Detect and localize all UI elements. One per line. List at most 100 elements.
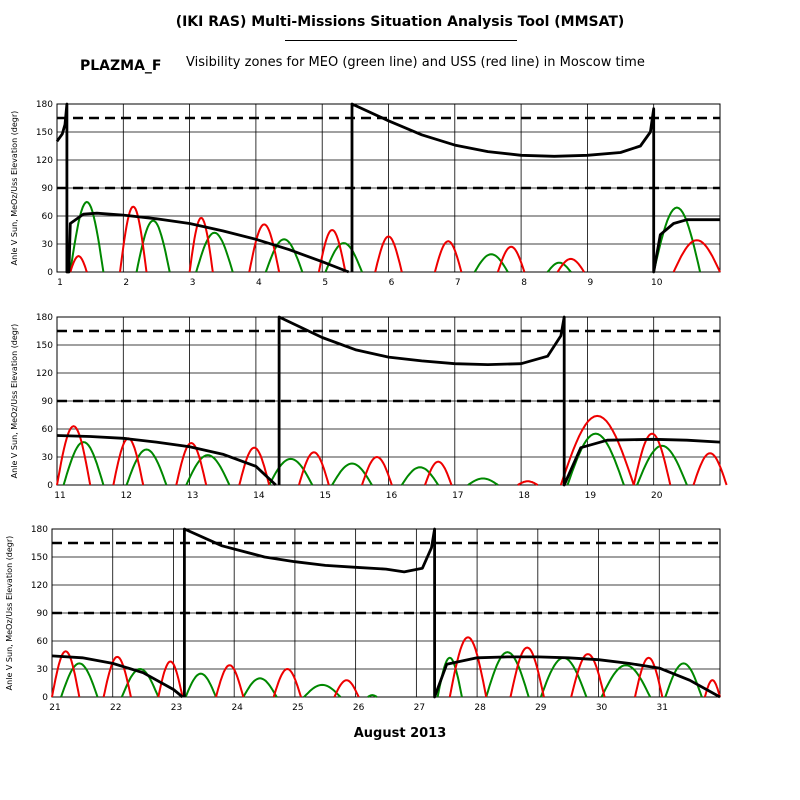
uss-visibility-arc bbox=[175, 441, 208, 486]
meo-visibility-arc bbox=[62, 441, 105, 486]
x-tick-label: 31 bbox=[657, 703, 668, 713]
y-tick-label: 30 bbox=[42, 240, 54, 250]
sun-angle-series bbox=[277, 315, 721, 487]
x-tick-label: 19 bbox=[585, 491, 597, 501]
uss-visibility-arc bbox=[56, 425, 92, 486]
x-tick-label: 18 bbox=[518, 491, 530, 501]
y-tick-label: 90 bbox=[42, 184, 54, 194]
uss-visibility-arc bbox=[272, 667, 302, 698]
uss-visibility-arc bbox=[215, 664, 245, 698]
y-tick-label: 60 bbox=[37, 637, 49, 647]
x-tick-label: 25 bbox=[292, 703, 303, 713]
uss-visibility-arc bbox=[509, 646, 545, 698]
x-tick-label: 2 bbox=[123, 278, 129, 288]
uss-visibility-arc bbox=[559, 414, 635, 486]
uss-visibility-arc bbox=[102, 655, 132, 698]
y-axis-label: Anle V Sun, MeOz/Uss Elevation (degr) bbox=[10, 111, 19, 266]
meo-visibility-arc bbox=[242, 677, 278, 698]
meo-visibility-arc bbox=[69, 200, 105, 273]
uss-visibility-arc bbox=[672, 239, 721, 273]
y-tick-label: 30 bbox=[37, 665, 49, 675]
y-tick-label: 150 bbox=[36, 128, 53, 138]
x-tick-label: 12 bbox=[121, 491, 132, 501]
month-label: August 2013 bbox=[353, 726, 447, 741]
meo-visibility-arc bbox=[467, 477, 499, 486]
meo-visibility-arc bbox=[485, 651, 530, 698]
chart-title: (IKI RAS) Multi-Missions Situation Analy… bbox=[175, 14, 625, 30]
y-tick-label: 60 bbox=[42, 212, 54, 222]
title-underline bbox=[285, 40, 517, 41]
y-tick-label: 120 bbox=[31, 581, 48, 591]
y-tick-label: 120 bbox=[36, 369, 53, 379]
uss-visibility-arc bbox=[517, 480, 539, 486]
y-tick-label: 90 bbox=[42, 397, 54, 407]
uss-visibility-arc bbox=[433, 240, 463, 273]
uss-visibility-arc bbox=[570, 653, 606, 698]
uss-visibility-arc bbox=[157, 660, 184, 698]
y-tick-label: 150 bbox=[36, 341, 53, 351]
x-tick-label: 17 bbox=[452, 491, 463, 501]
meo-visibility-arc bbox=[600, 664, 652, 698]
uss-visibility-arc bbox=[692, 452, 728, 486]
meo-visibility-arc bbox=[546, 261, 572, 273]
uss-visibility-arc bbox=[188, 216, 214, 273]
x-tick-label: 13 bbox=[187, 491, 198, 501]
x-tick-label: 24 bbox=[231, 703, 243, 713]
meo-visibility-arc bbox=[652, 206, 702, 273]
uss-visibility-arc bbox=[119, 205, 148, 273]
meo-visibility-arc bbox=[264, 238, 304, 273]
x-tick-label: 3 bbox=[190, 278, 196, 288]
y-tick-label: 180 bbox=[31, 525, 48, 535]
chart-subtitle: Visibility zones for MEO (green line) an… bbox=[186, 55, 645, 70]
x-tick-label: 15 bbox=[319, 491, 330, 501]
uss-visibility-arc bbox=[448, 636, 488, 698]
uss-visibility-arc bbox=[51, 650, 81, 698]
x-tick-label: 20 bbox=[651, 491, 663, 501]
x-tick-label: 30 bbox=[596, 703, 608, 713]
y-tick-label: 180 bbox=[36, 313, 53, 323]
uss-visibility-arc bbox=[248, 223, 281, 273]
x-tick-label: 8 bbox=[521, 278, 527, 288]
x-tick-label: 16 bbox=[386, 491, 398, 501]
meo-visibility-arc bbox=[367, 694, 378, 698]
uss-visibility-arc bbox=[333, 679, 360, 698]
uss-visibility-arc bbox=[496, 245, 526, 273]
x-tick-label: 28 bbox=[474, 703, 486, 713]
x-tick-label: 1 bbox=[57, 278, 63, 288]
y-tick-label: 180 bbox=[36, 100, 53, 110]
x-tick-label: 6 bbox=[389, 278, 395, 288]
x-tick-label: 5 bbox=[322, 278, 328, 288]
meo-visibility-arc bbox=[636, 444, 688, 486]
y-tick-label: 120 bbox=[36, 156, 53, 166]
x-tick-label: 26 bbox=[353, 703, 365, 713]
uss-visibility-arc bbox=[632, 432, 672, 486]
uss-visibility-arc bbox=[361, 455, 393, 486]
satellite-name: PLAZMA_F bbox=[80, 58, 162, 74]
meo-visibility-arc bbox=[195, 231, 234, 273]
meo-visibility-arc bbox=[125, 448, 168, 486]
x-tick-label: 14 bbox=[253, 491, 265, 501]
x-tick-label: 7 bbox=[455, 278, 461, 288]
x-tick-label: 23 bbox=[171, 703, 182, 713]
sun-angle-series bbox=[350, 102, 720, 274]
uss-visibility-arc bbox=[317, 228, 347, 273]
meo-visibility-arc bbox=[303, 683, 342, 698]
sun-angle-series bbox=[56, 434, 277, 487]
meo-visibility-arc bbox=[473, 253, 509, 273]
meo-visibility-arc bbox=[664, 662, 703, 698]
uss-visibility-arc bbox=[556, 257, 585, 273]
uss-visibility-arc bbox=[238, 446, 271, 486]
uss-visibility-arc bbox=[424, 460, 453, 486]
y-tick-label: 30 bbox=[42, 453, 54, 463]
x-tick-label: 22 bbox=[110, 703, 121, 713]
x-tick-label: 10 bbox=[651, 278, 663, 288]
y-tick-label: 150 bbox=[31, 553, 48, 563]
meo-visibility-arc bbox=[184, 672, 217, 698]
y-tick-label: 90 bbox=[37, 609, 49, 619]
y-axis-label: Anle V Sun, MeOz/Uss Elevation (degr) bbox=[10, 324, 19, 479]
meo-visibility-arc bbox=[324, 242, 363, 273]
meo-visibility-arc bbox=[400, 466, 440, 486]
